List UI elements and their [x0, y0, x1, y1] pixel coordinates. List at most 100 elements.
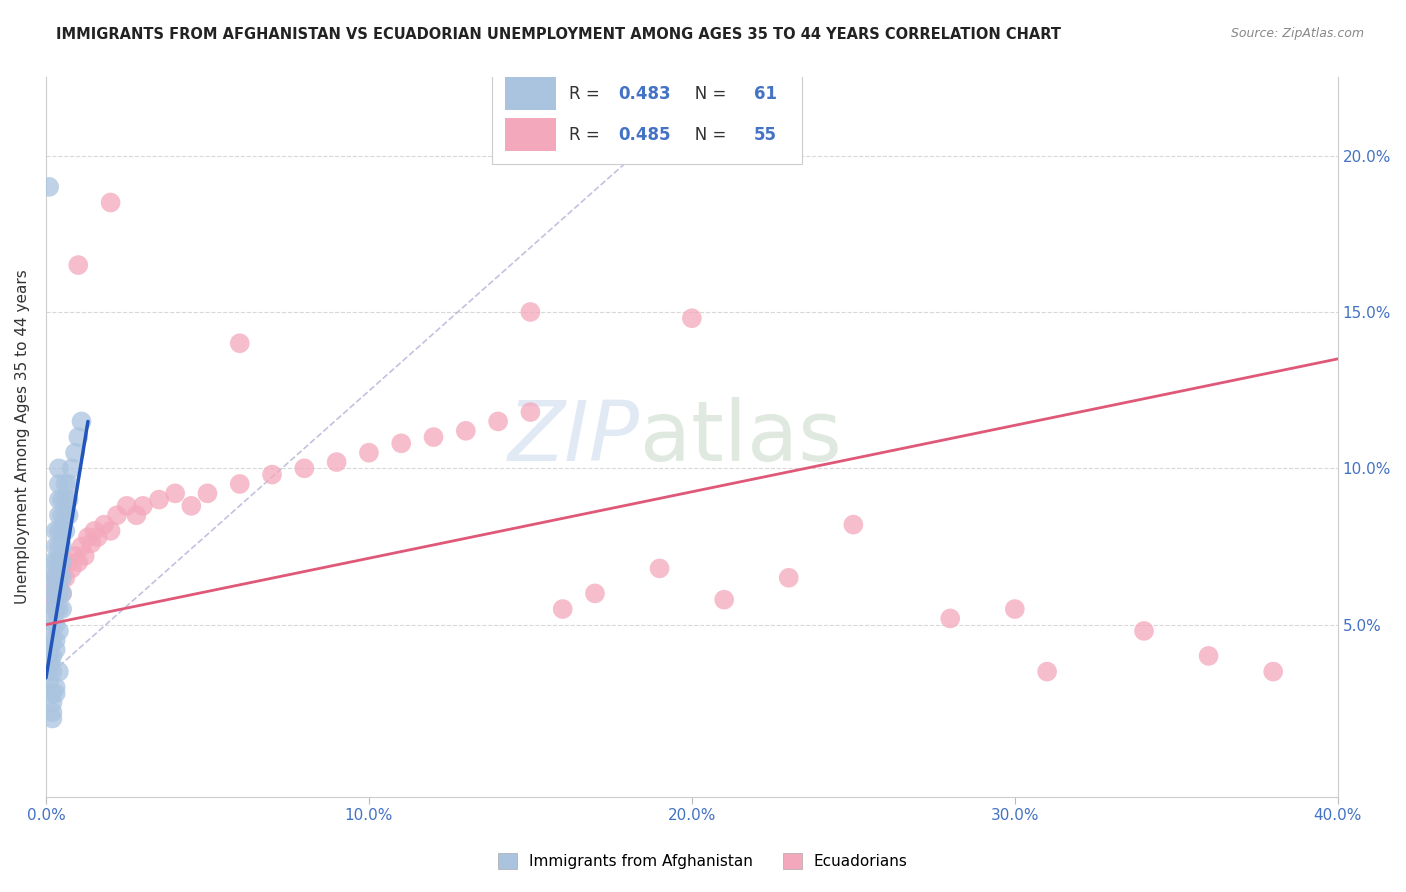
- Point: [648, 561, 671, 575]
- Point: [1036, 665, 1059, 679]
- Point: [51, 586, 73, 600]
- Point: [51, 492, 73, 507]
- Point: [45, 642, 67, 657]
- Point: [48, 580, 70, 594]
- Point: [519, 405, 541, 419]
- Point: [67, 555, 90, 569]
- Point: [38, 586, 60, 600]
- Point: [180, 499, 202, 513]
- Point: [51, 555, 73, 569]
- Point: [45, 571, 67, 585]
- Point: [125, 508, 148, 523]
- Point: [58, 508, 80, 523]
- Point: [53, 477, 76, 491]
- Point: [148, 492, 170, 507]
- Point: [45, 680, 67, 694]
- Point: [73, 549, 96, 563]
- Text: 0.485: 0.485: [619, 126, 671, 144]
- Point: [48, 555, 70, 569]
- Point: [48, 665, 70, 679]
- Point: [41, 648, 63, 663]
- Point: [80, 536, 103, 550]
- Point: [778, 571, 800, 585]
- Point: [63, 446, 86, 460]
- Point: [67, 430, 90, 444]
- Point: [41, 633, 63, 648]
- Point: [41, 555, 63, 569]
- Point: [583, 586, 606, 600]
- Point: [67, 258, 90, 272]
- Point: [39, 655, 62, 669]
- Point: [93, 517, 115, 532]
- Bar: [505, 119, 557, 151]
- Point: [165, 486, 187, 500]
- Point: [48, 540, 70, 554]
- Point: [454, 424, 477, 438]
- Point: [48, 461, 70, 475]
- Point: [41, 696, 63, 710]
- Point: [53, 524, 76, 538]
- Point: [48, 492, 70, 507]
- Point: [48, 602, 70, 616]
- Text: 0.483: 0.483: [619, 85, 671, 103]
- Point: [292, 461, 315, 475]
- Point: [48, 586, 70, 600]
- Point: [45, 617, 67, 632]
- Point: [45, 602, 67, 616]
- Y-axis label: Unemployment Among Ages 35 to 44 years: Unemployment Among Ages 35 to 44 years: [15, 269, 30, 605]
- Point: [38, 648, 60, 663]
- Point: [51, 561, 73, 575]
- Point: [45, 602, 67, 616]
- Point: [51, 602, 73, 616]
- Point: [38, 642, 60, 657]
- Point: [229, 477, 252, 491]
- Point: [45, 540, 67, 554]
- Point: [132, 499, 155, 513]
- Point: [53, 571, 76, 585]
- Point: [105, 508, 128, 523]
- Point: [58, 477, 80, 491]
- Text: ZIP: ZIP: [508, 397, 640, 477]
- Point: [115, 499, 138, 513]
- Point: [45, 571, 67, 585]
- Bar: [492, 63, 801, 164]
- Point: [1004, 602, 1026, 616]
- Legend: Immigrants from Afghanistan, Ecuadorians: Immigrants from Afghanistan, Ecuadorians: [492, 847, 914, 875]
- Point: [41, 586, 63, 600]
- Point: [41, 711, 63, 725]
- Text: N =: N =: [679, 126, 731, 144]
- Point: [41, 665, 63, 679]
- Point: [38, 180, 60, 194]
- Point: [45, 524, 67, 538]
- Point: [58, 492, 80, 507]
- Point: [51, 508, 73, 523]
- Point: [63, 549, 86, 563]
- Point: [357, 446, 380, 460]
- Point: [100, 195, 122, 210]
- Point: [713, 592, 735, 607]
- Point: [77, 530, 100, 544]
- Text: R =: R =: [569, 126, 605, 144]
- Point: [48, 524, 70, 538]
- Point: [681, 311, 703, 326]
- Point: [325, 455, 347, 469]
- Point: [53, 492, 76, 507]
- Point: [1263, 665, 1285, 679]
- Point: [60, 561, 83, 575]
- Point: [38, 673, 60, 688]
- Point: [197, 486, 219, 500]
- Bar: [505, 78, 557, 110]
- Point: [551, 602, 574, 616]
- Point: [70, 540, 93, 554]
- Point: [389, 436, 412, 450]
- Point: [41, 617, 63, 632]
- Point: [58, 555, 80, 569]
- Point: [1198, 648, 1220, 663]
- Point: [100, 524, 122, 538]
- Text: IMMIGRANTS FROM AFGHANISTAN VS ECUADORIAN UNEMPLOYMENT AMONG AGES 35 TO 44 YEARS: IMMIGRANTS FROM AFGHANISTAN VS ECUADORIA…: [56, 27, 1062, 42]
- Point: [41, 686, 63, 700]
- Point: [48, 571, 70, 585]
- Point: [229, 336, 252, 351]
- Point: [939, 611, 962, 625]
- Point: [41, 571, 63, 585]
